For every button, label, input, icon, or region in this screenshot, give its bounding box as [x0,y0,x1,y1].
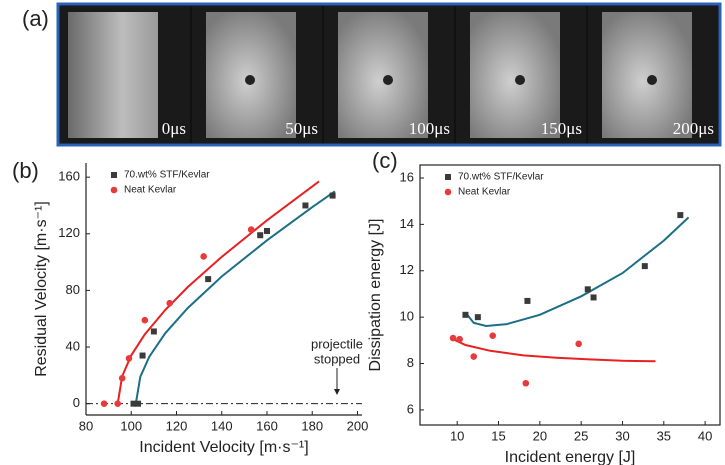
frame-target [68,12,158,138]
y-tick-label: 0 [73,395,80,410]
annotation: projectile [311,336,363,351]
annotation: stopped [314,351,360,366]
y-tick-label: 6 [407,401,414,416]
frame-time: 100μs [409,119,450,138]
x-tick-label: 25 [574,428,588,443]
point [575,340,582,348]
frame-target [470,12,560,138]
y-tick-label: 12 [400,262,414,277]
point [150,328,157,335]
frame-target [338,12,428,138]
fit-line [452,338,656,363]
point [114,400,121,407]
x-tick-label: 160 [256,418,278,433]
point [263,227,270,234]
point [329,192,336,199]
legend-marker [444,188,452,196]
point [470,353,478,360]
fit-line [116,180,320,404]
annotation-arrowhead [334,389,340,395]
plot-frame [419,164,721,426]
legend-marker [445,174,451,180]
frame-time: 0μs [162,119,186,138]
y-axis-label: Dissipation energy [J] [367,219,384,372]
y-tick-label: 120 [58,225,80,240]
legend-label: Neat Kevlar [124,185,177,196]
frame-target [206,12,296,138]
panel-label: (a) [22,6,49,31]
x-tick-label: 10 [450,428,464,443]
frame-time: 50μs [285,119,318,138]
legend-marker [110,186,118,194]
point [135,400,142,407]
legend-marker [111,172,117,178]
point [462,311,469,318]
legend-label: 70.wt% STF/Kevlar [124,170,210,181]
projectile [383,75,393,85]
point [200,253,207,260]
point [456,335,463,343]
x-axis-label: Incident energy [J] [505,449,636,465]
frame-time: 150μs [541,119,582,138]
x-tick-label: 30 [615,428,629,443]
x-tick-label: 100 [120,418,142,433]
x-tick-label: 180 [301,418,323,433]
x-tick-label: 80 [79,418,93,433]
y-tick-label: 160 [58,169,80,184]
x-tick-label: 120 [166,418,188,433]
projectile [245,75,255,85]
point [302,202,309,209]
frame-time: 200μs [673,119,714,138]
legend-label: Neat Kevlar [458,187,511,198]
point [641,263,648,270]
frame-target [602,12,692,138]
point [139,352,146,359]
fit-line [464,216,690,328]
x-tick-label: 140 [211,418,233,433]
point [677,212,684,219]
point [474,314,481,321]
x-tick-label: 35 [657,428,671,443]
point [449,334,457,342]
point [141,316,149,324]
point [125,355,133,362]
fit-line [134,190,336,404]
projectile [647,75,657,85]
legend-label: 70.wt% STF/Kevlar [458,172,544,183]
point [522,379,530,387]
x-tick-label: 200 [347,418,369,433]
point [166,299,174,307]
y-tick-label: 40 [66,338,80,353]
point [130,400,137,407]
y-tick-label: 10 [400,309,414,324]
panel-label: (b) [12,158,39,183]
point [524,297,531,304]
point [118,374,126,382]
y-tick-label: 16 [400,169,414,184]
x-tick-label: 20 [533,428,547,443]
point [247,226,255,233]
frames: 0μs 50μs 100μs 150μs 200μs [60,6,718,143]
y-tick-label: 8 [407,355,414,370]
projectile [515,75,525,85]
x-tick-label: 15 [491,428,505,443]
y-tick-label: 80 [66,282,80,297]
point [100,400,108,407]
point [257,232,264,239]
panel-label: (c) [372,148,398,173]
y-axis-label: Residual Velocity [m·s⁻¹] [33,201,50,377]
point [584,286,591,293]
x-axis-label: Incident Velocity [m·s⁻¹] [139,439,308,456]
x-tick-label: 40 [698,428,712,443]
point [205,276,212,283]
point [590,294,597,301]
point [489,332,497,340]
y-tick-label: 14 [400,216,414,231]
